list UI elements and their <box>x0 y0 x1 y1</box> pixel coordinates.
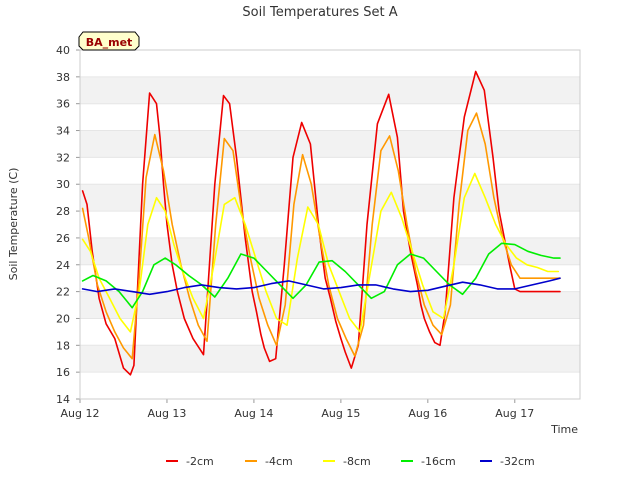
x-tick-label: Aug 16 <box>408 407 447 420</box>
y-tick-label: 16 <box>56 366 70 379</box>
series-line-4cm <box>81 112 561 360</box>
x-tick-label: Aug 15 <box>321 407 360 420</box>
y-tick-label: 20 <box>56 312 70 325</box>
x-tick-label: Aug 17 <box>495 407 534 420</box>
legend: -2cm -4cm -8cm -16cm -32cm <box>166 455 535 468</box>
series-lines <box>81 70 561 376</box>
y-tick-label: 26 <box>56 232 70 245</box>
legend-label: -16cm <box>421 455 456 468</box>
legend-label: -2cm <box>186 455 214 468</box>
chart-title: Soil Temperatures Set A <box>242 5 397 20</box>
grid-band <box>80 130 580 158</box>
series-line-16cm <box>81 242 561 309</box>
y-axis-label: Soil Temperature (C) <box>7 168 20 281</box>
series-line-32cm <box>81 277 561 296</box>
y-tick-label: 32 <box>56 151 70 164</box>
y-tick-label: 36 <box>56 98 70 111</box>
grid-band <box>80 345 580 373</box>
y-tick-label: 40 <box>56 44 70 57</box>
y-tick-label: 30 <box>56 178 70 191</box>
site-badge: BA_met <box>78 31 140 51</box>
plot-frame <box>79 49 581 400</box>
site-badge-label: BA_met <box>86 36 133 49</box>
legend-label: -4cm <box>265 455 293 468</box>
legend-label: -8cm <box>343 455 371 468</box>
x-tick-label: Aug 14 <box>234 407 273 420</box>
x-tick-label: Aug 12 <box>61 407 100 420</box>
y-tick-label: 22 <box>56 286 70 299</box>
y-tick-label: 24 <box>56 259 70 272</box>
x-axis-label: Time <box>550 423 578 436</box>
y-tick-label: 18 <box>56 339 70 352</box>
y-tick-label: 34 <box>56 125 70 138</box>
x-axis-ticks: Aug 12 Aug 13 Aug 14 Aug 15 Aug 16 Aug 17 <box>61 399 534 420</box>
y-axis-ticks: 14 16 18 20 22 24 26 28 30 32 34 36 38 40 <box>56 44 80 406</box>
x-tick-label: Aug 13 <box>147 407 186 420</box>
grid-band <box>80 184 580 212</box>
legend-label: -32cm <box>500 455 535 468</box>
y-tick-label: 38 <box>56 71 70 84</box>
grid-band <box>80 76 580 104</box>
series-line-8cm <box>81 172 560 333</box>
series-line-2cm <box>81 70 561 376</box>
y-tick-label: 14 <box>56 393 70 406</box>
y-tick-label: 28 <box>56 205 70 218</box>
site-badge-shape <box>78 31 140 51</box>
